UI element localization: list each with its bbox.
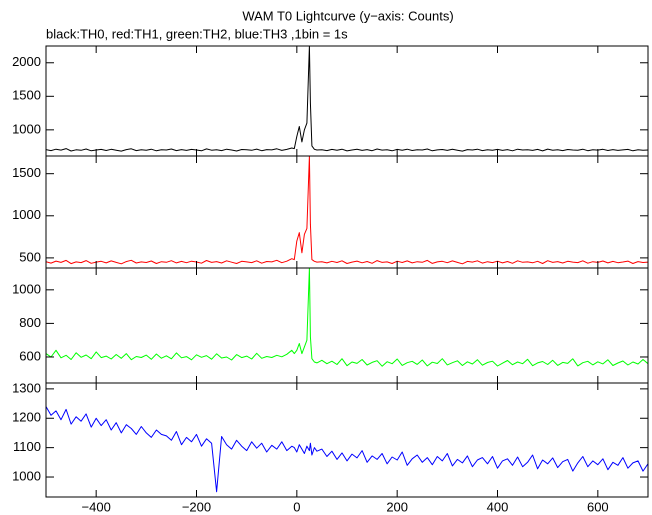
panel-frame — [45, 382, 649, 498]
panel-frame — [45, 155, 649, 269]
x-tick-label: 600 — [587, 499, 609, 514]
x-tick-label: 0 — [293, 499, 300, 514]
y-tick-label: 1500 — [12, 88, 41, 103]
x-tick-label: −200 — [182, 499, 211, 514]
chart-subtitle: black:TH0, red:TH1, green:TH2, blue:TH3 … — [46, 26, 348, 41]
chart-title: WAM T0 Lightcurve (y−axis: Counts) — [242, 8, 453, 23]
y-tick-label: 2000 — [12, 54, 41, 69]
lightcurve — [46, 46, 648, 152]
y-tick-label: 1000 — [12, 281, 41, 296]
y-tick-label: 800 — [19, 315, 41, 330]
y-tick-label: 1100 — [13, 439, 41, 454]
x-tick-label: 400 — [487, 499, 509, 514]
y-tick-label: 1000 — [12, 121, 41, 136]
x-tick-label: −400 — [82, 499, 111, 514]
y-tick-label: 500 — [19, 249, 41, 264]
y-tick-label: 1300 — [12, 380, 41, 395]
y-tick-label: 600 — [19, 348, 41, 363]
y-tick-label: 1200 — [12, 410, 41, 425]
y-tick-label: 1000 — [12, 207, 41, 222]
lightcurve — [46, 268, 648, 367]
panel-frame — [45, 45, 649, 157]
y-tick-label: 1000 — [12, 468, 41, 483]
lightcurve — [46, 156, 648, 265]
y-tick-label: 1500 — [12, 165, 41, 180]
x-tick-label: 200 — [386, 499, 408, 514]
lightcurve — [46, 406, 648, 493]
